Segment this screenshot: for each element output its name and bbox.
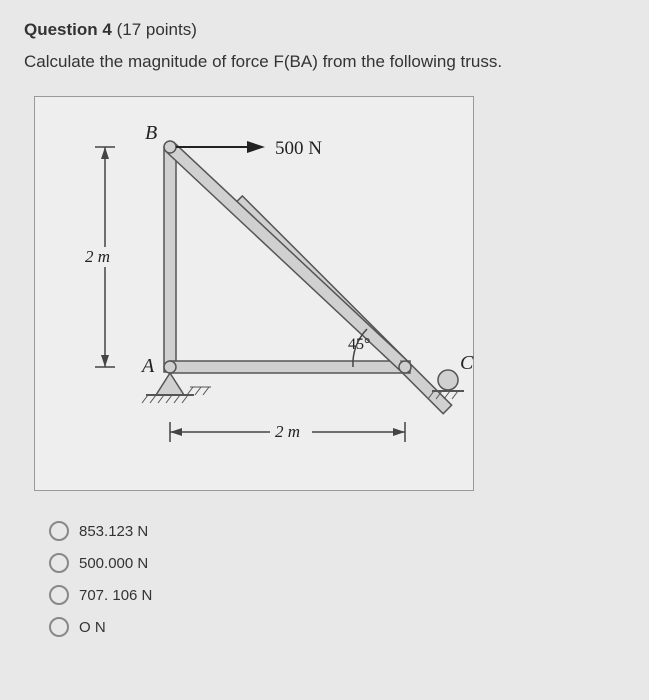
radio-icon	[49, 585, 69, 605]
force-label: 500 N	[275, 138, 322, 159]
option-label: O N	[79, 619, 106, 636]
option-1[interactable]: 500.000 N	[49, 553, 625, 573]
angle-label: 45°	[348, 336, 370, 353]
question-points: (17 points)	[112, 20, 197, 39]
question-number: Question 4	[24, 20, 112, 39]
radio-icon	[49, 617, 69, 637]
option-3[interactable]: O N	[49, 617, 625, 637]
radio-icon	[49, 553, 69, 573]
option-label: 853.123 N	[79, 523, 148, 540]
diagram-svg: 2 m 2 m 45°	[35, 97, 475, 492]
question-text: Calculate the magnitude of force F(BA) f…	[24, 52, 625, 72]
option-label: 707. 106 N	[79, 587, 152, 604]
answer-options: 853.123 N 500.000 N 707. 106 N O N	[49, 521, 625, 637]
option-2[interactable]: 707. 106 N	[49, 585, 625, 605]
label-a: A	[140, 355, 155, 377]
radio-icon	[49, 521, 69, 541]
question-header: Question 4 (17 points)	[24, 20, 625, 40]
label-c: C	[460, 352, 474, 374]
label-b: B	[145, 122, 157, 144]
truss-diagram: 2 m 2 m 45°	[34, 96, 474, 491]
dim-vertical-label: 2 m	[85, 247, 110, 266]
option-0[interactable]: 853.123 N	[49, 521, 625, 541]
option-label: 500.000 N	[79, 555, 148, 572]
dim-horizontal-label: 2 m	[275, 422, 300, 441]
